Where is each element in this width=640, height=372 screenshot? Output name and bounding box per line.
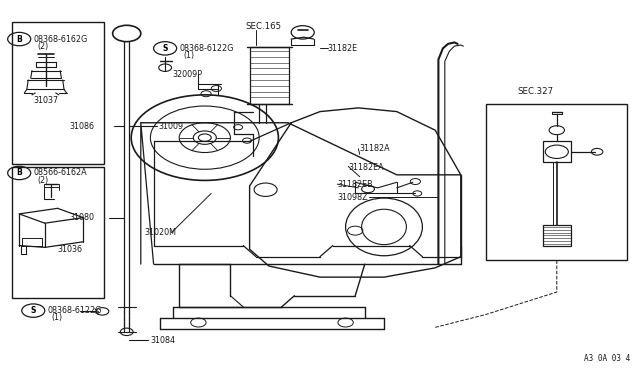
Text: 31182A: 31182A <box>360 144 390 153</box>
Text: B: B <box>17 35 22 44</box>
Text: (1): (1) <box>183 51 194 60</box>
Text: (1): (1) <box>51 313 62 322</box>
Text: S: S <box>163 44 168 53</box>
Bar <box>486 104 627 260</box>
Text: 31182EA: 31182EA <box>349 163 385 172</box>
Text: 31036: 31036 <box>58 245 83 254</box>
Bar <box>12 22 104 164</box>
Text: 08368-6162G: 08368-6162G <box>33 35 88 44</box>
Text: B: B <box>17 169 22 177</box>
Text: 31084: 31084 <box>150 336 175 345</box>
Text: 31009: 31009 <box>158 122 183 131</box>
Bar <box>543 225 571 246</box>
Text: 08368-6122G: 08368-6122G <box>179 44 234 53</box>
Bar <box>250 46 289 104</box>
Text: 08566-6162A: 08566-6162A <box>33 169 87 177</box>
Text: 08368-6122G: 08368-6122G <box>47 306 102 315</box>
Text: 31020M: 31020M <box>144 228 176 237</box>
Text: 32009P: 32009P <box>173 70 203 79</box>
Text: 31080: 31080 <box>70 213 95 222</box>
Text: 31098Z: 31098Z <box>337 193 368 202</box>
Text: 31037: 31037 <box>33 96 59 105</box>
Text: S: S <box>31 306 36 315</box>
Bar <box>543 141 571 162</box>
Text: (2): (2) <box>37 42 49 51</box>
Bar <box>12 167 104 298</box>
Text: SEC.165: SEC.165 <box>246 22 282 31</box>
Text: 31182E: 31182E <box>328 44 358 53</box>
Text: 31182EB: 31182EB <box>338 180 374 189</box>
Text: SEC.327: SEC.327 <box>517 87 553 96</box>
Text: A3 0A 03 4: A3 0A 03 4 <box>584 354 630 363</box>
Text: (2): (2) <box>37 176 49 185</box>
Text: 31086: 31086 <box>70 122 95 131</box>
